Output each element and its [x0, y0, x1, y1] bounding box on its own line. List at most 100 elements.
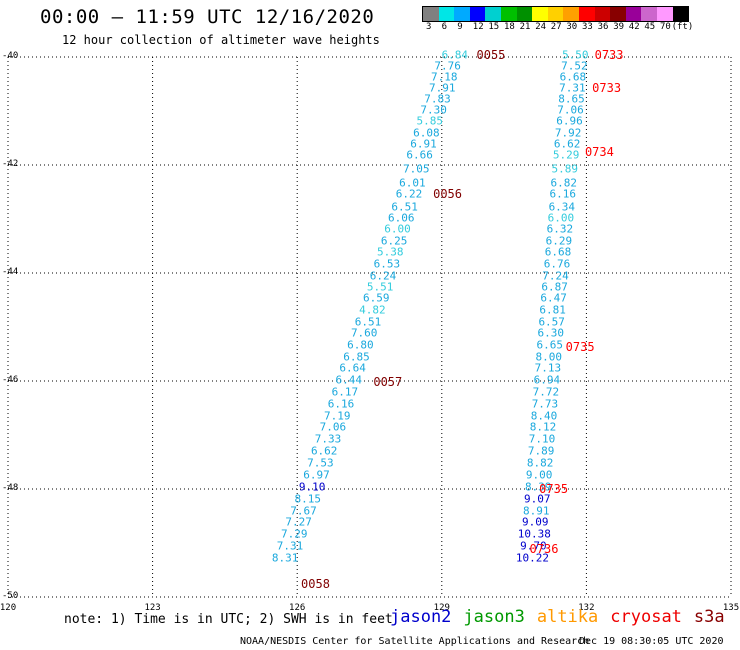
pass-time-label: 0735 [539, 482, 569, 496]
wave-height-value: 6.24 [369, 269, 397, 283]
wave-height-value: 9.07 [523, 492, 551, 506]
wave-height-value: 9.09 [522, 515, 549, 529]
longitude-label: 132 [578, 603, 595, 613]
wave-height-value: 7.30 [420, 103, 447, 117]
wave-height-value: 7.89 [527, 444, 555, 458]
wave-height-value: 8.12 [529, 420, 557, 434]
wave-height-value: 6.97 [303, 468, 330, 482]
satellite-legend: jason2 jason3 altika cryosat s3a [390, 607, 725, 627]
latitude-label: -40 [2, 51, 19, 61]
wave-height-value: 7.18 [430, 70, 458, 84]
legend-cryosat: cryosat [610, 607, 682, 627]
wave-height-value: 6.25 [380, 234, 408, 248]
wave-height-value: 8.31 [271, 551, 299, 565]
wave-height-value: 6.91 [410, 137, 437, 151]
wave-height-value: 8.82 [526, 456, 554, 470]
colorbar-label: 15 [488, 22, 500, 32]
colorbar-label: 24 [535, 22, 547, 32]
colorbar-swatch [423, 7, 439, 21]
wave-height-value: 6.00 [384, 222, 411, 236]
legend-jason2: jason2 [390, 607, 452, 627]
colorbar-swatch [454, 7, 470, 21]
wave-height-value: 6.62 [310, 444, 338, 458]
wave-height-value: 6.85 [343, 350, 370, 364]
longitude-label: 123 [144, 603, 161, 613]
colorbar-label: 36 [597, 22, 609, 32]
wave-height-value: 6.06 [388, 211, 415, 225]
map-title: 00:00 – 11:59 UTC 12/16/2020 [40, 6, 375, 28]
wave-height-value: 5.38 [376, 245, 404, 259]
wave-height-value: 5.85 [416, 114, 444, 128]
colorbar-swatch [485, 7, 501, 21]
latitude-label: -42 [2, 159, 19, 169]
colorbar-swatch [563, 7, 579, 21]
wave-height-value: 6.94 [533, 373, 561, 387]
wave-height-value: 6.16 [327, 397, 355, 411]
wave-height-value: 7.19 [323, 409, 351, 423]
colorbar [422, 6, 690, 22]
note-text: note: 1) Time is in UTC; 2) SWH is in fe… [64, 612, 393, 627]
colorbar-label: 33 [582, 22, 593, 32]
wave-height-value: 7.05 [403, 162, 430, 176]
wave-height-value: 8.65 [558, 92, 585, 106]
colorbar-label: 39 [613, 22, 625, 32]
wave-height-value: 4.82 [359, 303, 386, 317]
colorbar-swatch [469, 7, 486, 21]
wave-height-value: 6.32 [546, 222, 574, 236]
colorbar-label: 3 [426, 22, 432, 32]
legend-altika: altika [536, 607, 599, 627]
pass-time-label: 0733 [594, 47, 624, 62]
wave-height-value: 6.30 [537, 326, 564, 340]
colorbar-swatch [438, 7, 455, 21]
wave-height-value: 7.72 [532, 385, 560, 399]
colorbar-swatch [656, 7, 673, 21]
wave-height-value: 6.57 [538, 315, 565, 329]
footer-credit: NOAA/NESDIS Center for Satellite Applica… [240, 636, 590, 647]
wave-height-value: 7.27 [285, 515, 312, 529]
map-subtitle: 12 hour collection of altimeter wave hei… [62, 33, 380, 47]
colorbar-swatch [610, 7, 626, 21]
wave-height-value: 7.76 [434, 59, 461, 73]
pass-time-label: 0736 [529, 542, 559, 557]
colorbar-swatch [672, 7, 689, 21]
wave-height-value: 6.87 [541, 280, 568, 294]
wave-height-value: 8.39 [524, 480, 552, 494]
colorbar-swatch [641, 7, 657, 21]
wave-height-value: 6.84 [441, 48, 469, 62]
colorbar-swatch [594, 7, 611, 21]
wave-height-value: 6.96 [556, 114, 583, 128]
latitude-label: -46 [2, 375, 19, 385]
colorbar-label: 12 [472, 22, 484, 32]
wave-height-value: 6.68 [544, 245, 572, 259]
wave-height-value: 6.82 [550, 176, 577, 190]
wave-height-value: 10.38 [517, 527, 551, 541]
wave-height-value: 6.64 [339, 361, 366, 375]
wave-height-value: 7.31 [276, 539, 304, 553]
colorbar-label: 27 [550, 22, 562, 32]
wave-height-value: 6.01 [399, 176, 426, 190]
wave-height-value: 6.59 [362, 291, 390, 305]
wave-height-value: 5.50 [562, 48, 589, 62]
wave-height-value: 7.31 [559, 81, 586, 95]
wave-height-value: 5.29 [552, 148, 580, 162]
wave-height-value: 6.81 [539, 303, 566, 317]
wave-height-value: 7.24 [542, 269, 569, 283]
wave-height-value: 7.06 [319, 420, 347, 434]
wave-height-value: 6.29 [545, 234, 573, 248]
wave-height-value: 6.62 [553, 137, 581, 151]
wave-height-value: 6.51 [354, 315, 382, 329]
wave-height-value: 5.51 [366, 280, 394, 294]
colorbar-label: 70 [660, 22, 671, 32]
wave-height-value: 6.00 [547, 211, 575, 225]
pass-time-label: 0735 [565, 339, 595, 354]
wave-height-value: 8.40 [530, 409, 558, 423]
wave-height-value: 6.34 [548, 200, 576, 214]
colorbar-swatch [516, 7, 533, 21]
wave-height-value: 6.17 [331, 385, 359, 399]
latitude-label: -48 [2, 483, 19, 493]
colorbar-swatch [547, 7, 564, 21]
wave-height-value: 7.33 [314, 432, 342, 446]
wave-height-value: 8.91 [523, 504, 550, 518]
wave-height-value: 5.89 [551, 162, 578, 176]
